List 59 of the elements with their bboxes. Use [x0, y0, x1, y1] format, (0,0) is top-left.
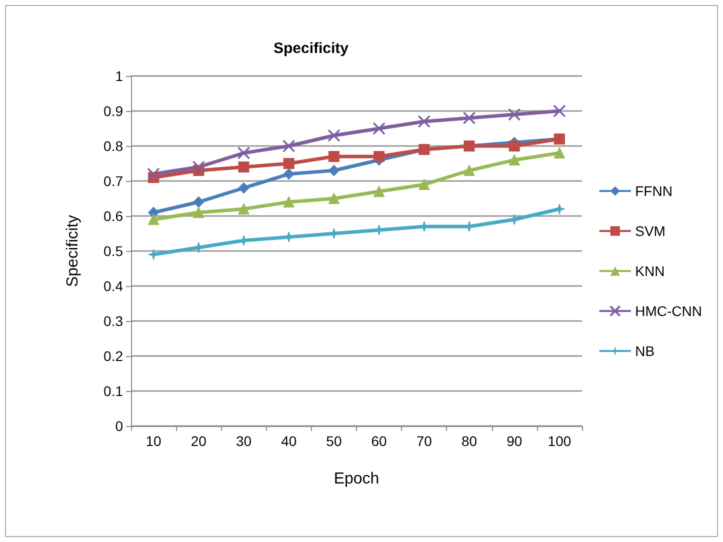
x-tick-label: 40 — [281, 433, 297, 449]
point — [238, 204, 250, 214]
point — [464, 165, 475, 176]
x-tick-label: 30 — [236, 433, 252, 449]
x-tick-label: 90 — [506, 433, 522, 449]
point — [282, 140, 296, 152]
point — [283, 168, 294, 180]
y-tick-label: 0.8 — [104, 138, 124, 154]
x-tick-label: 50 — [326, 433, 342, 449]
point — [462, 112, 476, 124]
legend-label: FFNN — [635, 183, 672, 199]
y-tick-label: 0.6 — [104, 208, 124, 224]
point — [554, 204, 565, 214]
x-tick-label: 10 — [146, 433, 162, 449]
point — [374, 186, 385, 197]
point — [418, 179, 430, 190]
legend-label: KNN — [635, 263, 665, 279]
point — [328, 193, 340, 204]
legend-label: HMC-CNN — [635, 303, 702, 319]
point — [374, 151, 385, 162]
point — [147, 168, 160, 180]
point — [328, 129, 340, 142]
x-tick-label: 70 — [416, 433, 432, 449]
y-tick-label: 0.3 — [104, 313, 124, 329]
point — [508, 108, 521, 121]
point — [553, 104, 566, 118]
point — [418, 115, 431, 128]
x-tick-label: 20 — [190, 433, 207, 449]
y-tick-label: 0.2 — [104, 348, 124, 364]
point — [283, 158, 294, 169]
legend-label: SVM — [635, 223, 666, 239]
y-axis-title: Specificity — [64, 214, 82, 288]
legend-label: NB — [635, 343, 655, 359]
chart-title: Specificity — [273, 40, 350, 57]
point — [328, 151, 340, 162]
y-tick-label: 0 — [115, 418, 124, 434]
y-tick-label: 0.5 — [104, 243, 124, 259]
x-tick-label: 100 — [548, 433, 572, 449]
point — [237, 146, 250, 160]
point — [328, 165, 340, 176]
x-axis-title: Epoch — [334, 470, 380, 488]
point — [238, 162, 250, 172]
point — [372, 122, 386, 135]
point — [283, 196, 294, 208]
y-tick-label: 0.4 — [104, 278, 124, 294]
point — [238, 182, 250, 194]
y-tick-label: 1 — [115, 68, 124, 84]
y-tick-label: 0.1 — [104, 383, 124, 399]
point — [192, 160, 206, 174]
point — [508, 154, 520, 166]
point — [554, 148, 565, 158]
point — [193, 207, 204, 218]
x-tick-label: 80 — [461, 433, 478, 449]
point — [148, 214, 160, 225]
point — [193, 196, 204, 208]
y-tick-label: 0.7 — [104, 173, 124, 189]
point — [508, 140, 520, 152]
x-tick-label: 60 — [371, 433, 388, 449]
y-tick-label: 0.9 — [104, 103, 124, 119]
